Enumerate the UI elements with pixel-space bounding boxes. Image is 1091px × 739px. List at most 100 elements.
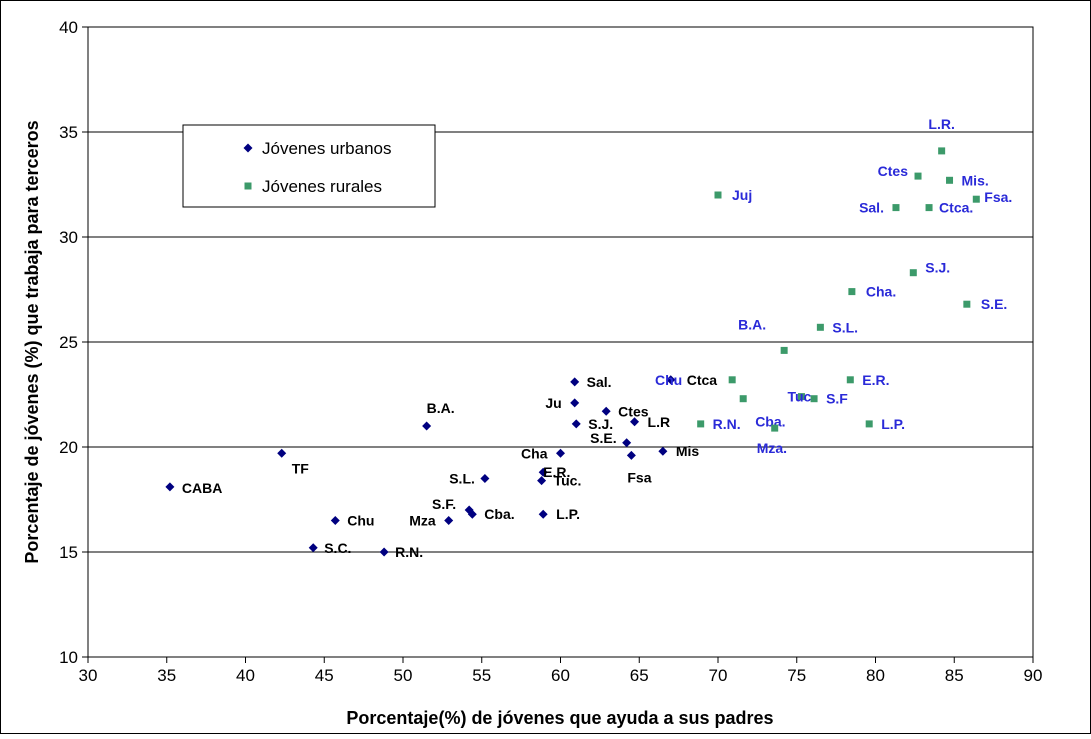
data-point (963, 300, 971, 308)
data-point (925, 204, 933, 212)
series-rurales: R.N. Juj Chu Cba. Mza. B.A. Tuc. S.F S.L. E.R. Cha… (655, 116, 1012, 456)
data-label: TF (292, 460, 310, 476)
data-point (909, 269, 917, 277)
data-label: Cba. (484, 506, 514, 522)
data-label: S.F. (432, 496, 456, 512)
data-point (379, 547, 389, 557)
x-tick-label: 80 (866, 666, 885, 685)
data-point (165, 482, 175, 492)
data-point (739, 395, 747, 403)
data-label: Mis. (962, 172, 989, 188)
legend: Jóvenes urbanos Jóvenes rurales (182, 124, 436, 208)
y-tick-label: 40 (59, 18, 78, 37)
data-label: R.N. (713, 416, 741, 432)
y-tick-label: 10 (59, 648, 78, 667)
x-tick-label: 45 (315, 666, 334, 685)
data-point (938, 147, 946, 155)
data-label: Cha (521, 445, 548, 461)
data-label: Mza. (757, 440, 787, 456)
data-point (865, 420, 873, 428)
data-label: E.R. (543, 464, 570, 480)
data-label: L.P. (881, 416, 905, 432)
data-point (480, 474, 490, 483)
y-tick-label: 35 (59, 123, 78, 142)
data-label: S.J. (588, 416, 613, 432)
data-point (571, 419, 581, 429)
legend-marker (243, 143, 253, 153)
data-point (570, 377, 580, 387)
data-label: E.R. (862, 372, 889, 388)
data-point (697, 420, 705, 428)
data-point (626, 450, 636, 460)
legend-label: Jóvenes rurales (262, 177, 382, 196)
data-point (444, 516, 454, 525)
legend-box (182, 124, 436, 208)
data-point (308, 543, 318, 553)
x-tick-label: 60 (551, 666, 570, 685)
x-axis: 30 35 40 45 50 55 60 65 70 75 80 85 90 (79, 657, 1043, 685)
data-label: Chu (347, 513, 374, 529)
data-label: Chu (655, 372, 682, 388)
data-label: Tuc. (787, 389, 815, 405)
legend-label: Jóvenes urbanos (262, 139, 391, 158)
data-label: Fsa (627, 469, 651, 485)
data-label: S.C. (324, 540, 351, 556)
y-tick-label: 30 (59, 228, 78, 247)
x-tick-label: 30 (79, 666, 98, 685)
data-point (467, 509, 477, 519)
y-tick-label: 15 (59, 543, 78, 562)
data-label: L.R. (928, 116, 954, 132)
data-label: Ctca (687, 372, 718, 388)
data-point (846, 376, 854, 384)
data-label: S.L. (832, 319, 858, 335)
x-tick-label: 70 (709, 666, 728, 685)
data-label: S.F (826, 391, 848, 407)
data-point (570, 398, 580, 408)
data-point (797, 393, 805, 401)
y-axis-title: Porcentaje de jóvenes (%) que trabaja pa… (22, 120, 42, 563)
data-label: Ju (545, 395, 561, 411)
data-label: L.R (648, 414, 671, 430)
data-point (892, 204, 900, 212)
data-label: L.P. (556, 506, 580, 522)
data-label: Ctes (878, 163, 909, 179)
x-tick-label: 55 (472, 666, 491, 685)
x-axis-title: Porcentaje(%) de jóvenes que ayuda a sus… (346, 708, 773, 728)
data-point (658, 446, 668, 456)
data-label: S.E. (590, 430, 616, 446)
data-point (972, 195, 980, 203)
data-label: Sal. (587, 374, 612, 390)
data-label: R.N. (395, 544, 423, 560)
y-tick-label: 20 (59, 438, 78, 457)
data-label: Tuc. (554, 473, 582, 489)
data-label: Sal. (859, 200, 884, 216)
data-point (538, 467, 548, 477)
data-point (810, 395, 818, 403)
x-tick-label: 90 (1024, 666, 1043, 685)
data-label: S.L. (449, 471, 475, 487)
data-point (914, 172, 922, 180)
x-tick-label: 65 (630, 666, 649, 685)
data-point (848, 288, 856, 296)
data-point (277, 448, 287, 458)
data-point (601, 406, 611, 416)
data-label: Cba. (755, 414, 785, 430)
data-point (771, 424, 779, 432)
data-label: Cha. (866, 284, 896, 300)
data-label: Fsa. (984, 189, 1012, 205)
legend-marker (244, 182, 252, 190)
y-axis: 10 15 20 25 30 35 40 (59, 18, 88, 667)
data-point (666, 375, 676, 385)
data-label: Juj (732, 187, 752, 203)
data-label: Mis (676, 443, 700, 459)
data-point (728, 376, 736, 384)
data-label: CABA (182, 480, 222, 496)
data-point (556, 448, 565, 458)
data-label: B.A. (738, 316, 766, 332)
data-point (780, 346, 788, 354)
